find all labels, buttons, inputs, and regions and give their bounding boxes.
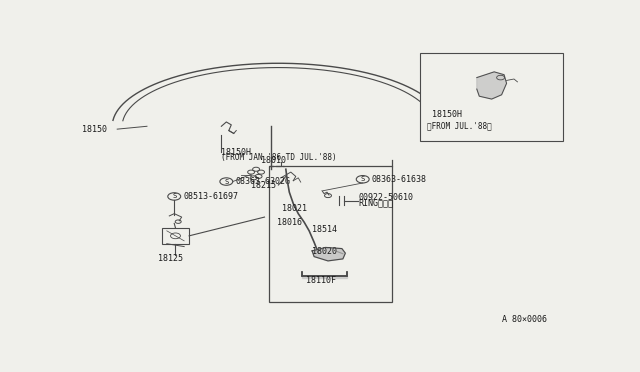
Text: 18150H: 18150H: [432, 110, 462, 119]
Text: 18150: 18150: [83, 125, 108, 134]
Text: S: S: [172, 193, 177, 199]
Text: (FROM JAN.'86 TD JUL.'88): (FROM JAN.'86 TD JUL.'88): [221, 153, 337, 162]
Text: 08513-61697: 08513-61697: [183, 192, 238, 201]
Text: S: S: [224, 179, 228, 185]
Polygon shape: [312, 247, 346, 261]
Text: 18514: 18514: [312, 225, 337, 234]
Text: 18016: 18016: [277, 218, 303, 227]
Text: 18150H: 18150H: [221, 148, 252, 157]
Text: A 80×0006: A 80×0006: [502, 315, 547, 324]
Text: （FROM JUL.'88）: （FROM JUL.'88）: [428, 121, 492, 130]
Text: RINGリング: RINGリング: [359, 199, 394, 208]
Polygon shape: [302, 276, 347, 278]
Bar: [162, 228, 189, 244]
Bar: [420, 53, 563, 141]
Text: 18110F: 18110F: [306, 276, 336, 285]
Text: 18010: 18010: [261, 156, 286, 165]
Text: 08363-6302G: 08363-6302G: [236, 177, 291, 186]
Text: 18021: 18021: [282, 204, 307, 213]
Text: S: S: [360, 176, 365, 182]
Text: 18020: 18020: [312, 247, 337, 256]
Text: 18125: 18125: [158, 254, 183, 263]
Bar: [269, 166, 392, 302]
Text: 18215: 18215: [251, 181, 276, 190]
Text: 08363-61638: 08363-61638: [372, 175, 427, 184]
Bar: [284, 166, 392, 302]
Polygon shape: [477, 72, 507, 99]
Text: 00922-50610: 00922-50610: [359, 193, 413, 202]
